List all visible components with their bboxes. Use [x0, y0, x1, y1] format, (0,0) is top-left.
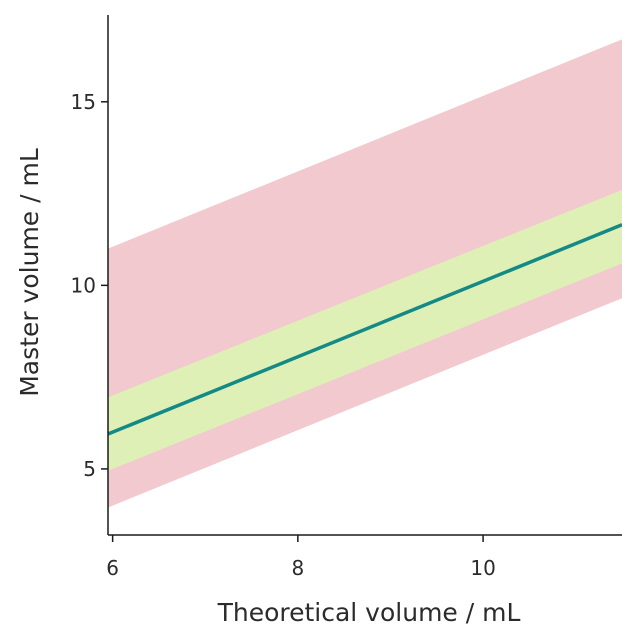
series-line-0	[107, 223, 622, 436]
x-tick-label: 10	[470, 556, 495, 580]
y-tick-label: 5	[83, 457, 96, 481]
x-axis-title: Theoretical volume / mL	[217, 598, 521, 627]
x-axis-ticks: 6 8 10	[106, 535, 496, 580]
tolerance-bands	[108, 39, 622, 508]
series-lines	[107, 223, 622, 436]
y-tick-label: 10	[71, 273, 96, 297]
y-tick-label: 15	[71, 90, 96, 114]
x-tick-label: 8	[291, 556, 304, 580]
y-axis-title: Master volume / mL	[15, 148, 44, 397]
x-tick-label: 6	[106, 556, 119, 580]
y-axis-ticks: 5 10 15	[71, 90, 108, 481]
